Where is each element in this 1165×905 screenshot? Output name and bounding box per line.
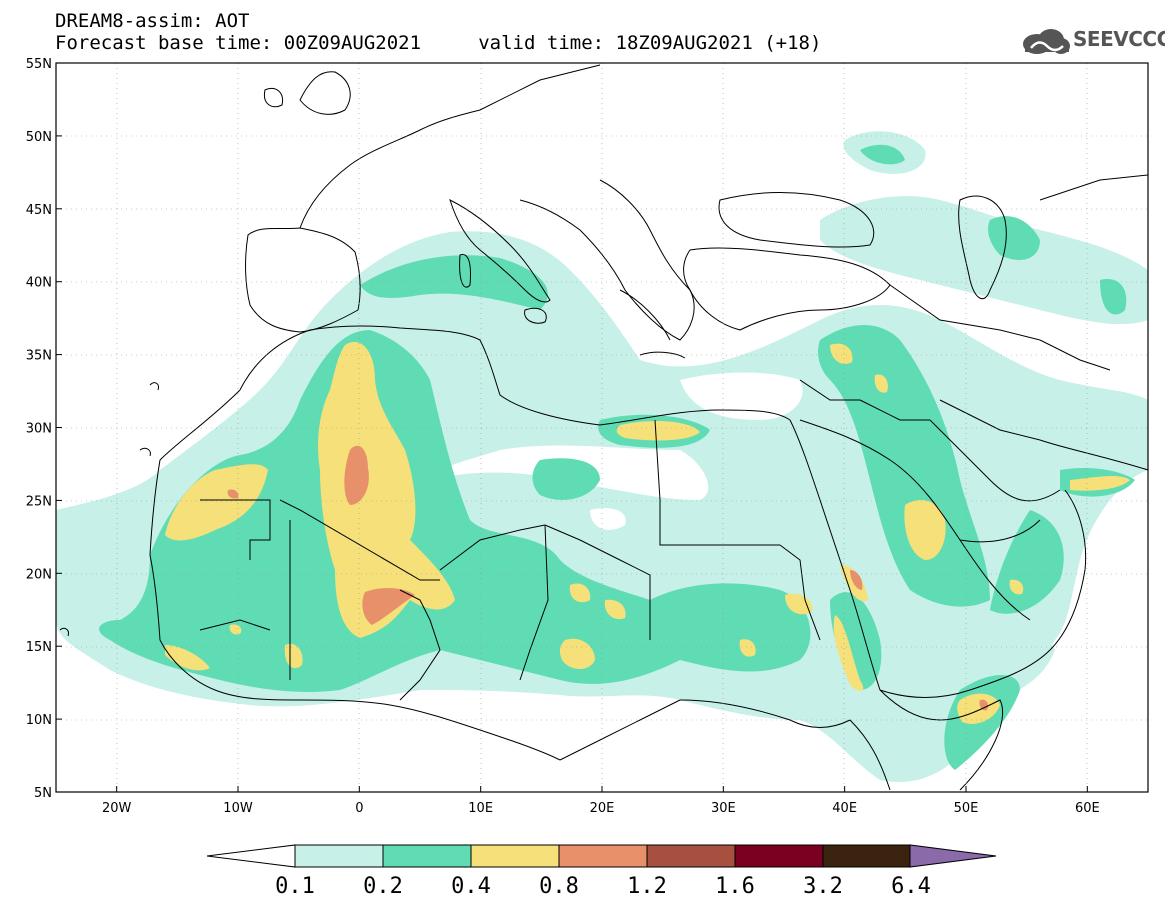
- aot-level-2-field: [99, 144, 1135, 770]
- lon-tick-label: 20W: [102, 801, 132, 816]
- colorbar-label: 6.4: [891, 874, 931, 899]
- forecast-time-info: Forecast base time: 00Z09AUG2021 valid t…: [55, 32, 822, 54]
- lat-tick-label: 25N: [26, 494, 52, 509]
- map-title: DREAM8-assim: AOT: [55, 10, 250, 32]
- lon-tick-label: 40E: [832, 801, 857, 816]
- colorbar-label: 1.6: [715, 874, 755, 899]
- graticule: [56, 63, 1148, 792]
- latitude-axis: 55N 50N 45N 40N 35N 30N 25N 20N 15N 10N 5N: [26, 57, 62, 801]
- seevccc-logo: SEEVCCC: [1017, 24, 1165, 58]
- colorbar-box-7: [822, 844, 911, 868]
- lon-tick-label: 0: [355, 801, 363, 816]
- lon-tick-label: 60E: [1075, 801, 1100, 816]
- lat-tick-label: 15N: [26, 640, 52, 655]
- logo-text: SEEVCCC: [1073, 27, 1165, 51]
- lat-tick-label: 20N: [26, 567, 52, 582]
- colorbar-label: 1.2: [627, 874, 667, 899]
- colorbar-box-2: [382, 844, 472, 868]
- cloud-icon: [1023, 29, 1070, 54]
- colorbar-label: 0.8: [539, 874, 579, 899]
- lat-tick-label: 50N: [26, 130, 52, 145]
- colorbar: 0.1 0.2 0.4 0.8 1.2 1.6 3.2 6.4: [206, 844, 997, 899]
- lat-tick-label: 55N: [26, 57, 52, 72]
- colorbar-label: 0.1: [275, 874, 315, 899]
- aot-level-4-field: [227, 445, 989, 711]
- lat-tick-label: 30N: [26, 422, 52, 437]
- colorbar-box-1: [294, 844, 384, 868]
- colorbar-high-triangle: [909, 844, 997, 868]
- lat-tick-label: 35N: [26, 349, 52, 364]
- lon-tick-label: 10W: [223, 801, 253, 816]
- lat-tick-label: 5N: [34, 786, 52, 801]
- colorbar-box-5: [646, 844, 736, 868]
- colorbar-box-6: [734, 844, 824, 868]
- lat-tick-label: 40N: [26, 276, 52, 291]
- lon-tick-label: 50E: [954, 801, 979, 816]
- lon-tick-label: 30E: [711, 801, 736, 816]
- lon-tick-label: 10E: [468, 801, 493, 816]
- colorbar-label: 0.4: [451, 874, 491, 899]
- colorbar-low-triangle: [206, 844, 296, 868]
- coastlines-borders: [59, 64, 1148, 791]
- colorbar-box-4: [558, 844, 648, 868]
- colorbar-label: 0.2: [363, 874, 403, 899]
- colorbar-label: 3.2: [803, 874, 843, 899]
- lat-tick-label: 45N: [26, 203, 52, 218]
- longitude-axis: 20W 10W 0 10E 20E 30E 40E 50E 60E: [102, 786, 1100, 816]
- lon-tick-label: 20E: [590, 801, 615, 816]
- lat-tick-label: 10N: [26, 713, 52, 728]
- colorbar-box-3: [470, 844, 560, 868]
